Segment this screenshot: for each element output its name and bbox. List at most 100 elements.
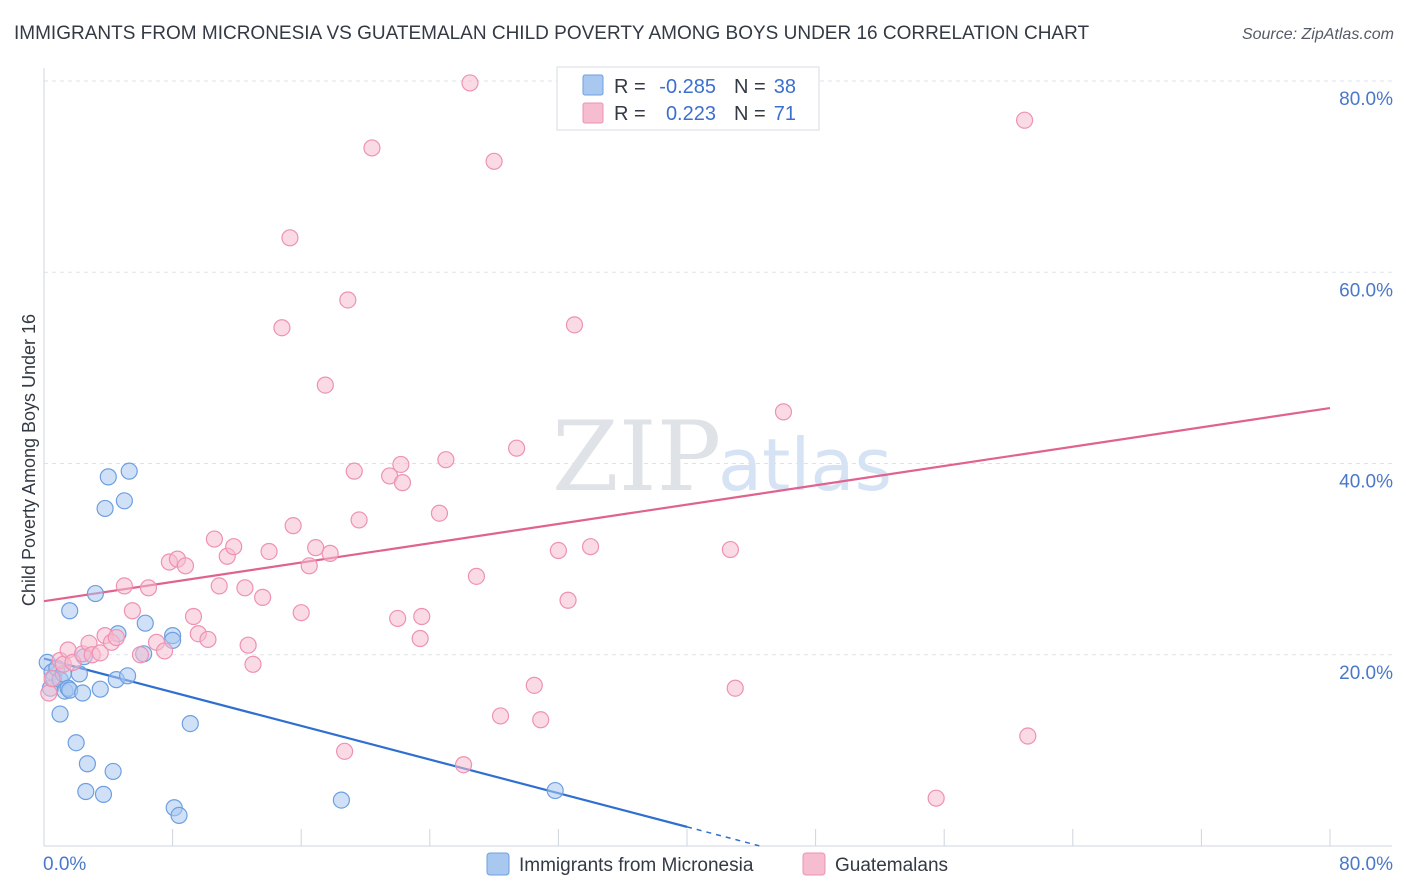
guatemalans-point: [467, 567, 486, 585]
legend-n-value-guatemalans: 71: [774, 103, 796, 125]
legend-n-value-micronesia: 38: [774, 76, 796, 98]
guatemalans-point: [721, 540, 740, 559]
guatemalans-point: [273, 319, 291, 337]
guatemalans-point: [107, 628, 125, 647]
x-tick-labels: 0.0% 80.0%: [43, 854, 1393, 875]
guatemalans-point: [307, 539, 325, 557]
series-legend-label-micronesia: Immigrants from Micronesia: [519, 855, 754, 876]
series-legend-swatch-micronesia: [486, 852, 510, 876]
micronesia-point: [120, 462, 138, 480]
micronesia-point: [104, 762, 122, 781]
guatemalans-point: [454, 756, 473, 774]
guatemalans-point: [292, 604, 310, 622]
guatemalans-point: [350, 511, 368, 529]
guatemalans-point: [726, 679, 744, 697]
guatemalans-point: [1015, 111, 1034, 129]
guatemalans-point: [525, 676, 543, 694]
guatemalans-point: [413, 607, 431, 626]
guatemalans-point: [363, 139, 381, 157]
guatemalans-point: [91, 644, 109, 662]
watermark-zip: ZIP: [552, 401, 721, 513]
y-tick-label: 20.0%: [1339, 663, 1393, 684]
guatemalans-point: [393, 474, 412, 492]
micronesia-point: [91, 680, 109, 698]
guatemalans-point: [430, 504, 449, 522]
gridlines: [44, 80, 1392, 656]
series-legend-swatch-guatemalans: [802, 852, 826, 876]
micronesia-point: [78, 755, 97, 773]
legend-r-value-guatemalans: 0.223: [666, 103, 716, 125]
guatemalans-point: [205, 530, 223, 548]
guatemalans-point: [774, 403, 793, 421]
guatemalans-point: [508, 439, 526, 457]
guatemalans-point: [43, 670, 61, 688]
guatemalans-point: [123, 602, 142, 620]
guatemalans-point: [244, 655, 262, 673]
guatemalans-point: [184, 607, 203, 626]
legend-r-label-micronesia: R =: [614, 76, 646, 98]
guatemalans-point: [281, 229, 299, 247]
guatemalans-point: [260, 542, 278, 561]
y-tick-label: 40.0%: [1339, 472, 1393, 493]
micronesia-point: [94, 785, 113, 803]
micronesia-point: [96, 499, 114, 518]
guatemalans-trend-line: [43, 406, 1331, 603]
guatemalans-point: [155, 642, 174, 660]
guatemalans-point: [336, 742, 354, 760]
guatemalans-point: [199, 630, 217, 649]
guatemalans-point: [316, 376, 334, 394]
guatemalans-point: [549, 541, 568, 560]
guatemalans-point: [491, 707, 510, 725]
guatemalans-point: [581, 538, 600, 556]
chart-source: Source: ZipAtlas.com: [1242, 26, 1394, 43]
guatemalans-point: [236, 579, 254, 597]
guatemalans-point: [210, 577, 228, 595]
y-axis-label: Child Poverty Among Boys Under 16: [19, 314, 39, 606]
series-legend: Immigrants from Micronesia Guatemalans: [486, 852, 948, 876]
guatemalans-point: [461, 74, 479, 92]
guatemalans-point: [411, 629, 429, 648]
y-tick-label: 80.0%: [1339, 89, 1393, 110]
micronesia-point: [77, 782, 95, 801]
series-legend-label-guatemalans: Guatemalans: [835, 855, 948, 876]
watermark-atlas: atlas: [718, 423, 892, 507]
micronesia-point: [86, 584, 105, 603]
micronesia-point: [67, 734, 85, 752]
chart-title: IMMIGRANTS FROM MICRONESIA VS GUATEMALAN…: [14, 23, 1089, 44]
micronesia-point: [170, 806, 188, 825]
guatemalans-point: [225, 538, 243, 556]
micronesia-trend-line: [43, 657, 688, 828]
guatemalans-point: [300, 557, 318, 575]
legend-swatch-micronesia: [582, 74, 604, 96]
guatemalans-point: [389, 609, 407, 628]
micronesia-point: [51, 705, 69, 723]
trend-lines: [43, 406, 1331, 847]
y-tick-label: 60.0%: [1339, 280, 1393, 301]
x-tick-label: 0.0%: [43, 854, 86, 875]
guatemalans-point: [339, 291, 357, 309]
guatemalans-point: [115, 577, 133, 595]
legend-r-value-micronesia: -0.285: [659, 76, 716, 98]
guatemalans-point: [284, 517, 302, 535]
guatemalans-point: [139, 579, 158, 597]
guatemalans-point: [1019, 727, 1037, 745]
guatemalans-point: [176, 557, 195, 575]
micronesia-point: [332, 791, 350, 809]
micronesia-trend-extension: [686, 826, 760, 847]
micronesia-point: [181, 714, 199, 733]
guatemalans-point: [254, 588, 272, 606]
guatemalans-point: [532, 711, 550, 729]
guatemalans-point: [321, 544, 339, 562]
guatemalans-point: [437, 451, 455, 469]
micronesia-point: [99, 468, 117, 486]
guatemalans-point: [40, 684, 58, 702]
guatemalans-point: [927, 789, 945, 807]
legend-n-label-micronesia: N =: [734, 76, 766, 98]
legend-swatch-guatemalans: [582, 102, 604, 124]
guatemalans-point: [131, 646, 150, 664]
guatemalans-point: [239, 636, 257, 654]
legend-r-label-guatemalans: R =: [614, 103, 646, 125]
stats-legend: R = -0.285 N = 38 R = 0.223 N = 71: [556, 66, 820, 131]
watermark: ZIP atlas: [552, 401, 892, 513]
legend-n-label-guatemalans: N =: [734, 103, 766, 125]
